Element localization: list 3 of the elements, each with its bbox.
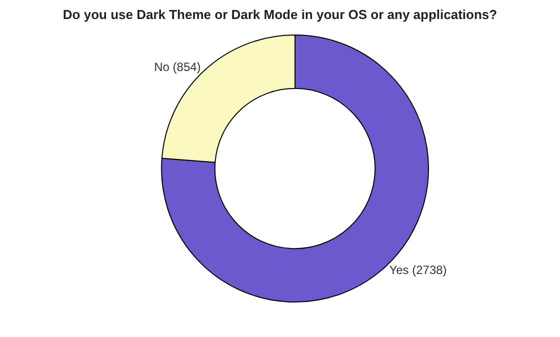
slice-label: Yes (2738) xyxy=(389,263,447,278)
slice-label: No (854) xyxy=(154,60,201,74)
chart-title: Do you use Dark Theme or Dark Mode in your OS or any applications? xyxy=(62,7,498,22)
